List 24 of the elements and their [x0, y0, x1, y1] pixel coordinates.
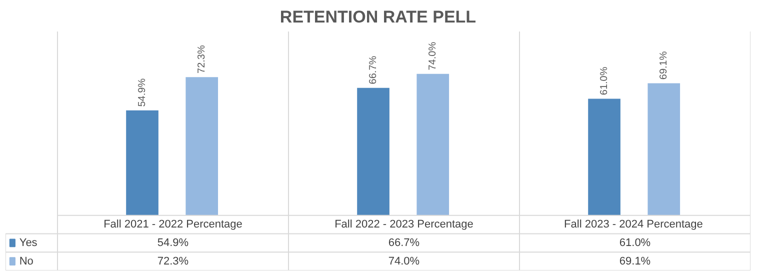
legend-label: No [19, 255, 34, 268]
data-label: 72.3% [157, 255, 189, 268]
text: 66.7% [368, 56, 379, 84]
text: 61.0% [598, 66, 610, 96]
bar [186, 77, 218, 216]
text: 69.1% [658, 51, 670, 80]
bar [357, 88, 390, 216]
text: 74.0% [427, 42, 438, 70]
data-label: 66.7% [388, 236, 420, 249]
x-tick-label: Fall 2021 - 2022 Percentage [104, 218, 242, 231]
bar [588, 98, 620, 216]
bar [648, 83, 680, 216]
x-tick-label: Fall 2022 - 2023 Percentage [334, 218, 474, 231]
data-label: 69.1% [619, 255, 651, 268]
chart-title: RETENTION RATE PELL [280, 8, 476, 26]
text: 54.9% [136, 78, 148, 107]
text: 72.3% [196, 45, 208, 74]
bar [126, 110, 158, 216]
bar [416, 74, 450, 216]
x-tick-label: Fall 2023 - 2024 Percentage [564, 218, 703, 231]
legend-label: Yes [19, 236, 38, 249]
data-label: 54.9% [157, 236, 189, 249]
data-label: 61.0% [619, 236, 651, 249]
data-label: 74.0% [388, 255, 420, 268]
